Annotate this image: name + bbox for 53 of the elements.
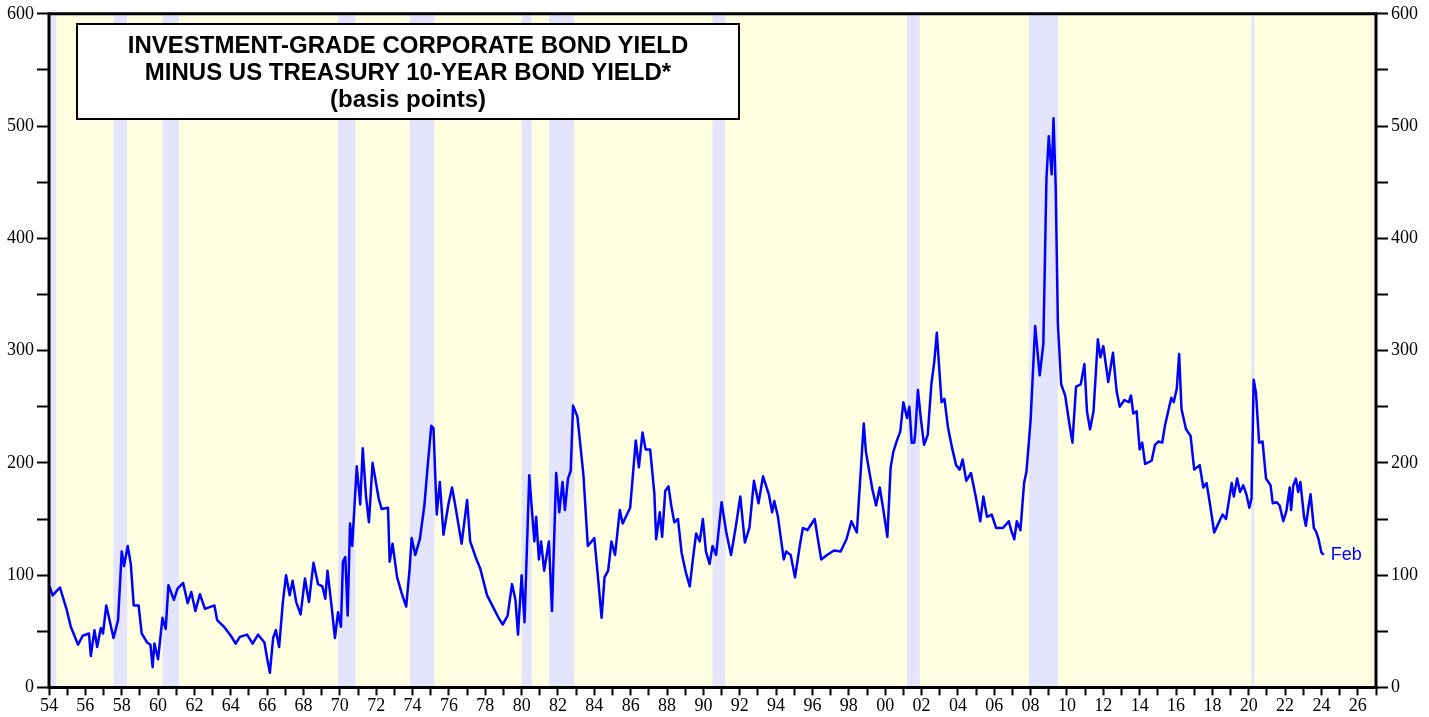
- x-tick-label: 20: [1239, 694, 1258, 715]
- x-tick-label: 70: [330, 694, 349, 715]
- x-tick-label: 94: [767, 694, 786, 715]
- x-tick-label: 76: [439, 694, 458, 715]
- x-tick-label: 54: [40, 694, 58, 715]
- y-tick-label: 100: [7, 563, 34, 584]
- y2-tick-label: 300: [1391, 339, 1418, 360]
- x-tick-label: 74: [403, 694, 422, 715]
- y-tick-label: 0: [25, 676, 34, 697]
- x-tick-label: 12: [1094, 694, 1113, 715]
- x-tick-label: 18: [1203, 694, 1222, 715]
- x-tick-label: 96: [803, 694, 822, 715]
- y-tick-label: 300: [7, 339, 34, 360]
- y2-tick-label: 400: [1391, 227, 1418, 248]
- x-tick-label: 64: [221, 694, 240, 715]
- y2-tick-label: 500: [1391, 114, 1418, 135]
- x-tick-label: 60: [149, 694, 168, 715]
- annotation: Feb: [1330, 543, 1362, 564]
- x-tick-label: 68: [294, 694, 313, 715]
- x-tick-label: 26: [1348, 694, 1367, 715]
- x-tick-label: 98: [839, 694, 858, 715]
- y-tick-label: 500: [7, 114, 34, 135]
- y2-tick-label: 600: [1391, 2, 1418, 23]
- x-tick-label: 24: [1312, 694, 1331, 715]
- x-tick-label: 08: [1021, 694, 1040, 715]
- y2-tick-label: 200: [1391, 451, 1418, 472]
- x-tick-label: 10: [1057, 694, 1076, 715]
- x-tick-label: 86: [621, 694, 640, 715]
- y-tick-label: 200: [7, 451, 34, 472]
- x-tick-label: 72: [367, 694, 386, 715]
- x-tick-label: 84: [585, 694, 604, 715]
- x-tick-label: 82: [548, 694, 567, 715]
- x-tick-label: 58: [112, 694, 131, 715]
- x-tick-label: 78: [476, 694, 495, 715]
- x-tick-label: 02: [912, 694, 931, 715]
- x-tick-label: 00: [876, 694, 895, 715]
- x-tick-label: 80: [512, 694, 531, 715]
- y-tick-label: 600: [7, 2, 34, 23]
- y2-tick-label: 0: [1391, 676, 1400, 697]
- y-tick-label: 400: [7, 227, 34, 248]
- x-tick-label: 62: [185, 694, 204, 715]
- y2-tick-label: 100: [1391, 563, 1418, 584]
- x-tick-label: 06: [985, 694, 1004, 715]
- x-tick-label: 14: [1130, 694, 1149, 715]
- x-tick-label: 92: [730, 694, 749, 715]
- x-tick-label: 56: [76, 694, 95, 715]
- x-tick-label: 88: [658, 694, 677, 715]
- title-box: INVESTMENT-GRADE CORPORATE BOND YIELD MINUS US TREASURY 10-YEAR BOND YIELD* (basis points): [76, 23, 740, 120]
- x-tick-label: 22: [1276, 694, 1295, 715]
- x-tick-label: 16: [1167, 694, 1186, 715]
- x-tick-label: 04: [948, 694, 967, 715]
- x-tick-label: 66: [258, 694, 277, 715]
- x-tick-label: 90: [694, 694, 713, 715]
